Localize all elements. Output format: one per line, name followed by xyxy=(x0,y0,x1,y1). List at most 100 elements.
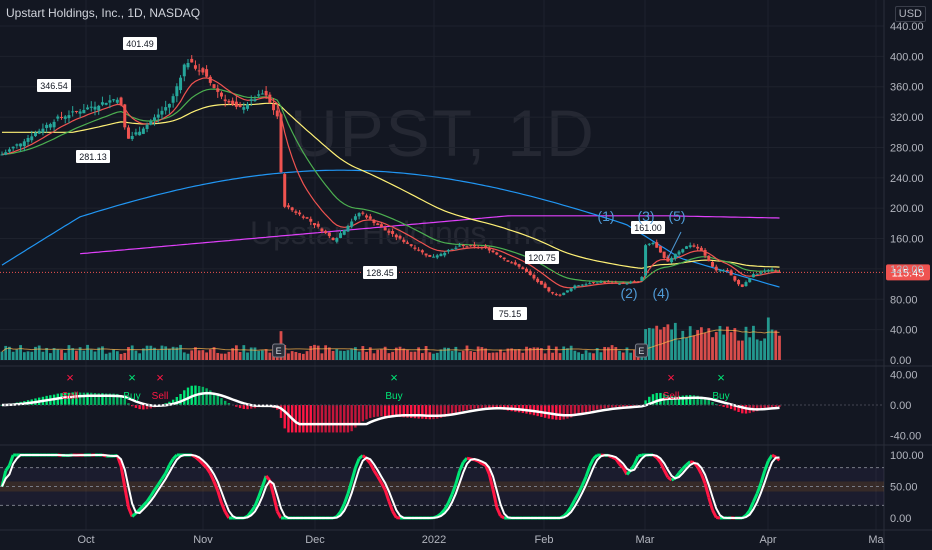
volume-bar xyxy=(744,326,748,360)
macd-bar xyxy=(279,405,283,418)
price-label: 401.49 xyxy=(126,39,154,49)
osc-k-segment xyxy=(569,499,577,508)
volume-bar xyxy=(484,348,487,360)
candle-body xyxy=(82,109,86,114)
osc-k-segment xyxy=(662,469,670,478)
macd-bar xyxy=(432,405,435,420)
volume-bar xyxy=(394,347,398,360)
price-label: 161.00 xyxy=(634,223,662,233)
macd-bar xyxy=(328,405,331,433)
currency-label[interactable]: USD xyxy=(894,6,926,22)
candle-body xyxy=(86,107,90,110)
candle-body xyxy=(112,99,116,101)
candle-body xyxy=(186,62,190,68)
candle-body xyxy=(223,99,227,102)
macd-bar xyxy=(410,405,413,418)
earnings-marker-label: E xyxy=(276,346,282,356)
macd-bar xyxy=(64,392,67,405)
volume-bar xyxy=(580,353,584,360)
signal-label: Buy xyxy=(712,391,729,402)
candle-body xyxy=(205,69,209,77)
volume-bar xyxy=(205,352,208,360)
volume-bar xyxy=(82,350,86,360)
volume-bar xyxy=(290,351,294,360)
wave-line xyxy=(667,231,682,259)
macd-bar xyxy=(90,392,93,405)
candle-body xyxy=(387,230,391,233)
time-axis-tick: Ma xyxy=(868,534,884,546)
volume-bar xyxy=(573,350,577,360)
macd-bar xyxy=(584,405,588,413)
volume-bar xyxy=(287,353,290,360)
macd-bar xyxy=(711,401,714,405)
candle-body xyxy=(636,281,640,283)
macd-bar xyxy=(473,405,476,409)
candle-body xyxy=(141,128,145,134)
volume-bar xyxy=(201,350,205,360)
candle-body xyxy=(242,107,246,110)
candle-body xyxy=(134,132,138,135)
volume-bar xyxy=(599,352,603,360)
macd-bar xyxy=(733,405,737,411)
volume-bar xyxy=(164,346,168,360)
macd-bar xyxy=(670,395,673,405)
price-label-box xyxy=(76,150,110,163)
signal-x-icon: × xyxy=(156,370,164,385)
volume-bar xyxy=(469,351,473,360)
candle-body xyxy=(268,94,272,103)
volume-bar xyxy=(759,340,763,360)
candle-body xyxy=(714,266,718,271)
osc-k-segment xyxy=(220,502,227,513)
candle-body xyxy=(569,288,573,292)
osc-k-segment xyxy=(454,470,462,485)
volume-bar xyxy=(130,345,134,360)
osc-k-segment xyxy=(4,464,11,472)
candle-body xyxy=(33,132,37,137)
osc-mid-band xyxy=(0,481,884,492)
osc-k-segment xyxy=(260,475,268,488)
osc-k-segment xyxy=(588,457,595,467)
volume-bar xyxy=(331,350,335,360)
macd-bar xyxy=(614,405,617,408)
volume-bar xyxy=(37,345,41,360)
macd-bar xyxy=(346,405,350,433)
volume-bar xyxy=(458,352,461,360)
candle-body xyxy=(149,121,153,125)
osc-k-segment xyxy=(272,495,279,512)
volume-bar xyxy=(740,340,744,360)
macd-bar xyxy=(294,405,298,433)
osc-k-segment xyxy=(499,514,505,520)
volume-bar xyxy=(354,347,357,360)
osc-k-segment xyxy=(216,490,223,504)
macd-bar xyxy=(648,396,651,405)
osc-k-segment xyxy=(123,486,130,508)
price-axis-tick: 240.00 xyxy=(890,173,924,185)
volume-bar xyxy=(134,350,138,360)
price-axis-tick: 200.00 xyxy=(890,203,924,215)
candle-body xyxy=(629,282,633,284)
volume-bar xyxy=(380,349,383,360)
candle-body xyxy=(104,102,108,105)
candle-body xyxy=(272,103,276,111)
macd-bar xyxy=(718,405,722,406)
candle-body xyxy=(521,267,525,270)
macd-bar xyxy=(216,395,219,405)
volume-bar xyxy=(101,346,104,360)
candle-body xyxy=(469,245,473,247)
osc-k-segment xyxy=(716,516,721,520)
osc-k-segment xyxy=(477,459,483,465)
candle-body xyxy=(335,238,339,242)
macd-bar xyxy=(246,405,249,410)
volume-bar xyxy=(755,339,759,360)
volume-bar xyxy=(48,353,52,360)
macd-bar xyxy=(685,395,688,405)
candle-body xyxy=(766,270,770,272)
candle-body xyxy=(145,124,149,129)
candle-body xyxy=(420,250,424,253)
earnings-marker xyxy=(634,343,648,358)
osc-k-segment xyxy=(681,463,688,470)
osc-k-segment xyxy=(212,481,220,492)
macd-bar xyxy=(413,405,417,419)
